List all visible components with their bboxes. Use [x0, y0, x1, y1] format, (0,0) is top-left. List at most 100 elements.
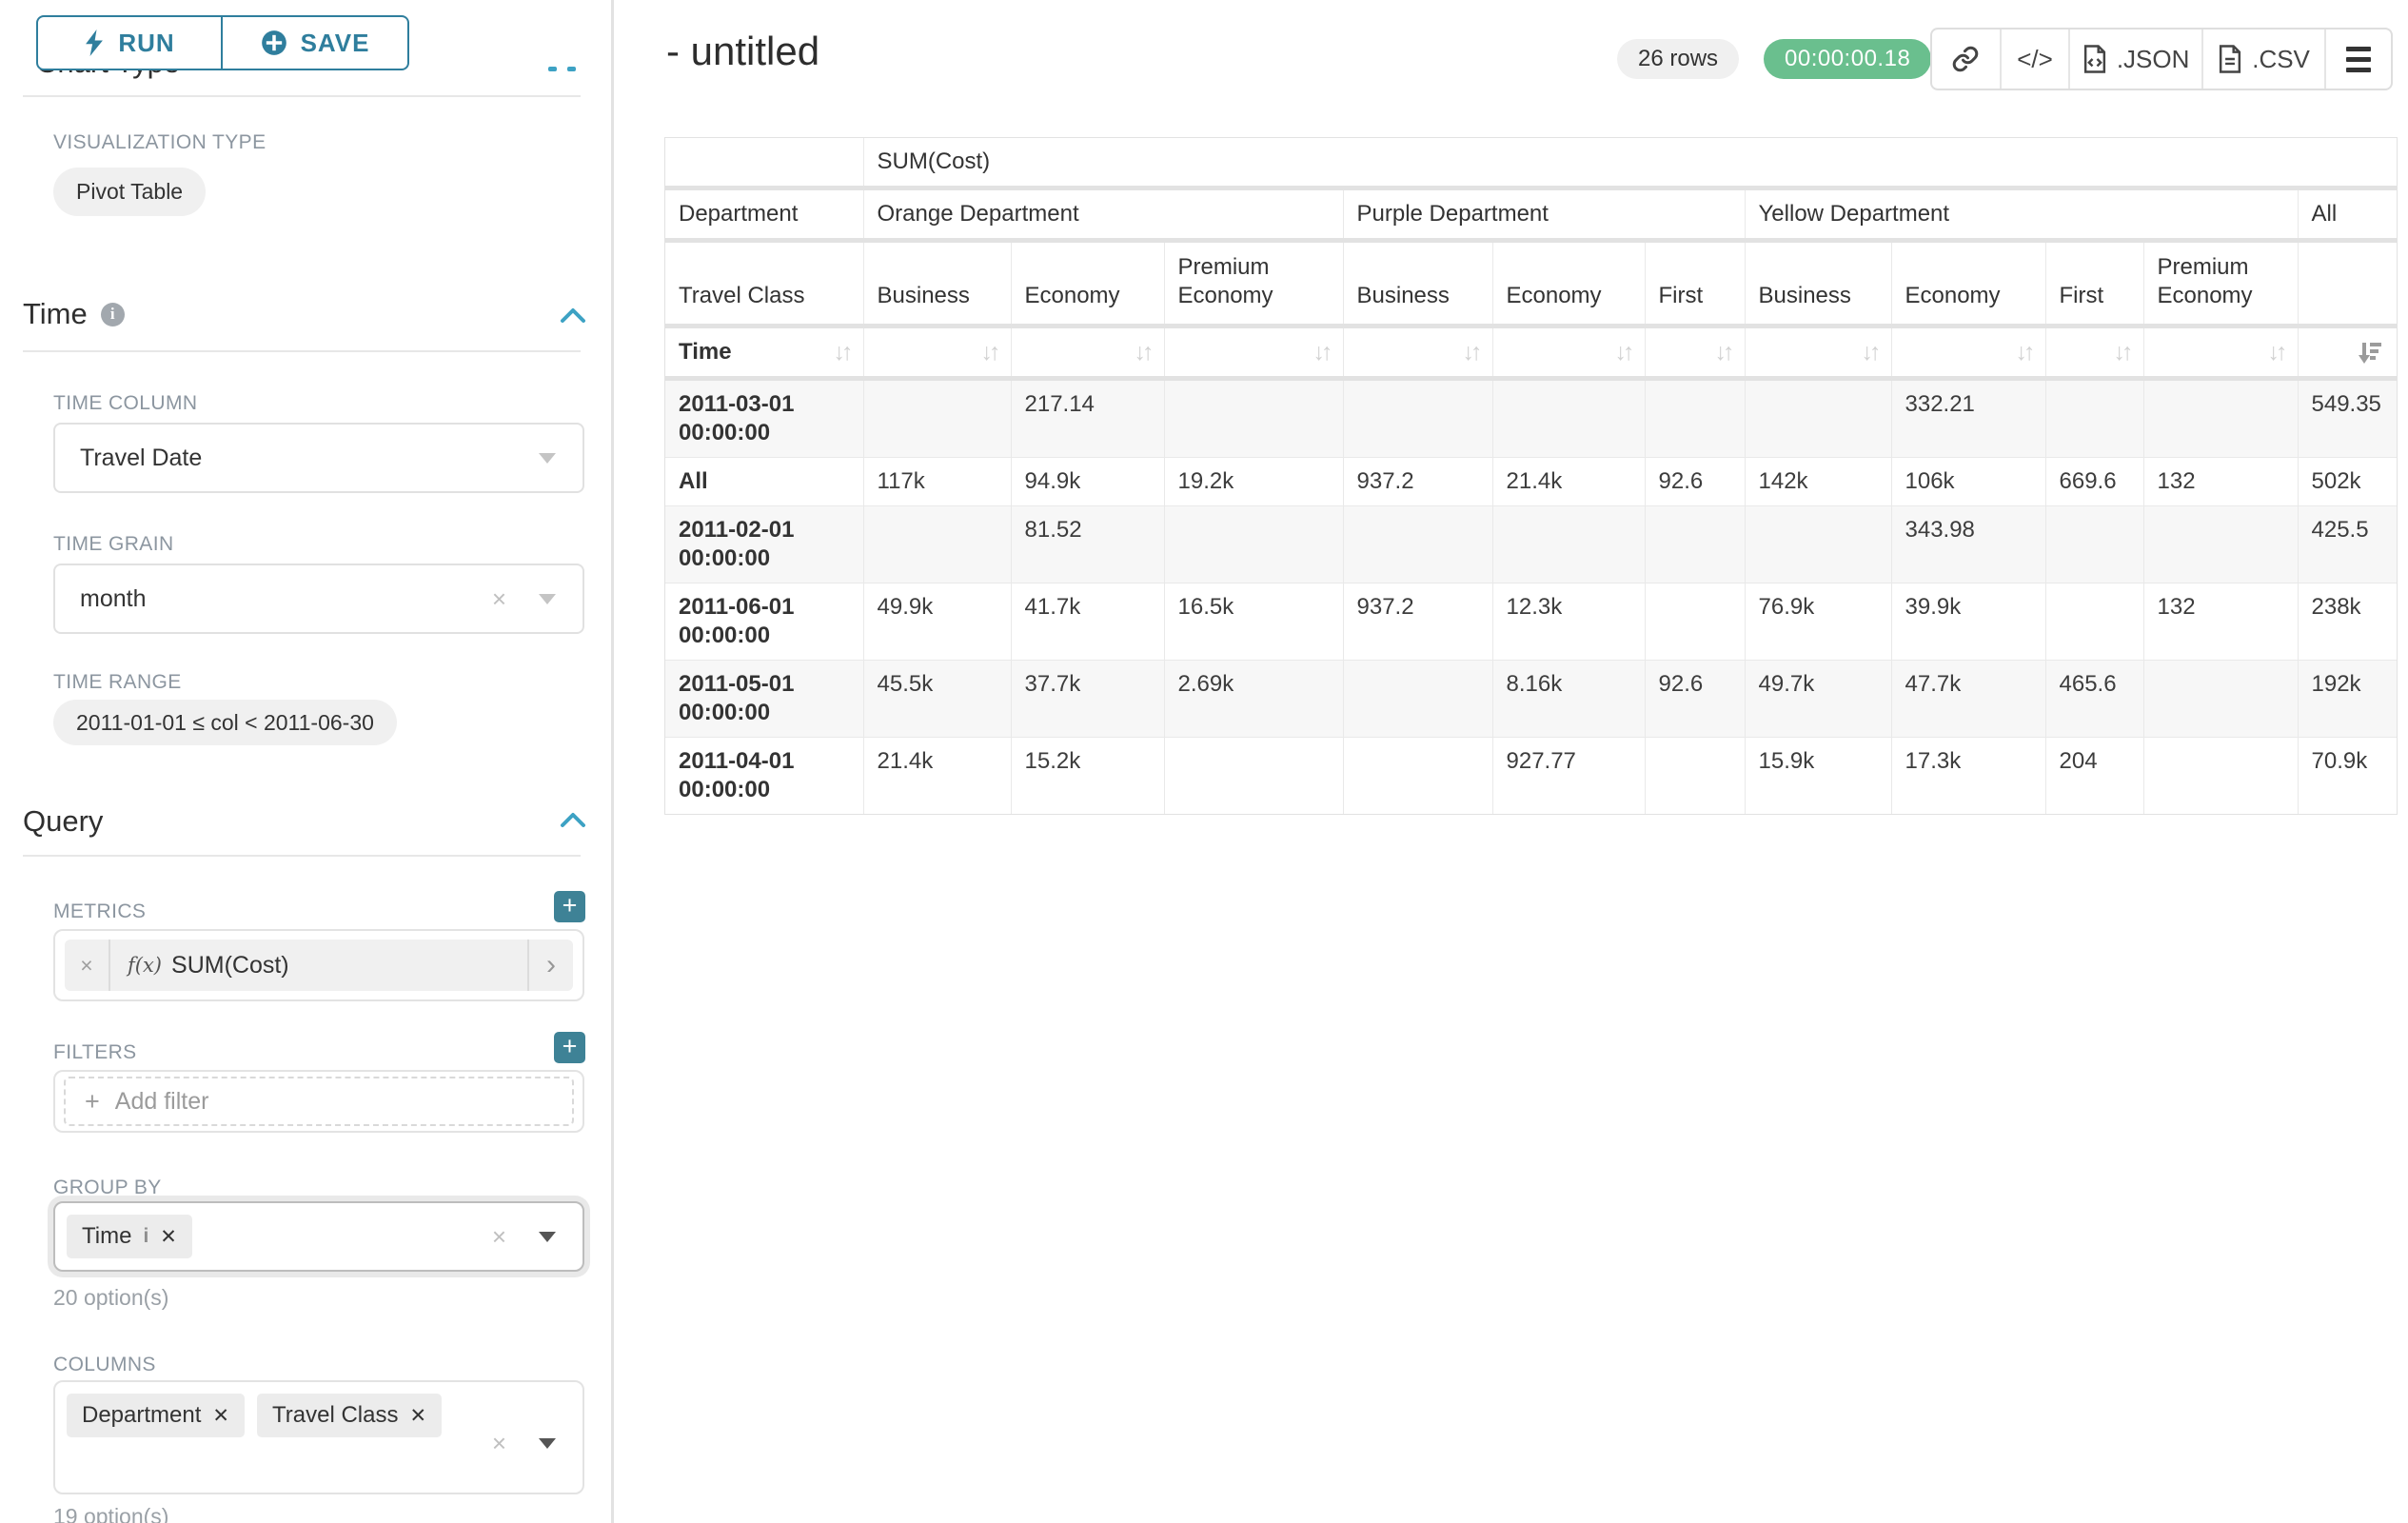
columns-select[interactable]: Department ✕ Travel Class ✕ × [53, 1380, 584, 1494]
pivot-value-cell: 142k [1745, 458, 1891, 506]
sort-cell[interactable]: ↓↑ [863, 326, 1011, 379]
time-sort-cell[interactable]: Time↓↑ [665, 326, 863, 379]
chevron-down-icon [539, 594, 556, 604]
columns-label: COLUMNS [53, 1354, 156, 1376]
run-button[interactable]: RUN [36, 15, 223, 70]
sort-icon[interactable]: ↓↑ [1463, 338, 1479, 366]
sort-icon[interactable]: ↓↑ [2268, 338, 2284, 366]
time-range-pill[interactable]: 2011-01-01 ≤ col < 2011-06-30 [53, 700, 397, 745]
remove-tag-icon[interactable]: ✕ [409, 1404, 426, 1428]
sort-cell[interactable]: ↓↑ [1645, 326, 1745, 379]
pivot-value-cell [2045, 583, 2143, 661]
copy-link-button[interactable] [1932, 30, 2002, 89]
pivot-value-cell [1645, 583, 1745, 661]
pivot-value-cell [1164, 506, 1343, 583]
columns-option-count: 19 option(s) [53, 1504, 168, 1523]
sort-cell[interactable]: ↓↑ [1745, 326, 1891, 379]
chevron-down-icon [539, 453, 556, 464]
add-filter-button[interactable]: + [554, 1032, 585, 1063]
remove-tag-icon[interactable]: ✕ [212, 1404, 229, 1428]
sort-cell[interactable]: ↓↑ [2143, 326, 2298, 379]
columns-tag-department[interactable]: Department ✕ [67, 1394, 245, 1437]
table-row: 2011-03-01 00:00:00217.14332.21549.35 [665, 379, 2397, 458]
remove-tag-icon[interactable]: ✕ [160, 1225, 177, 1249]
tag-label: Department [82, 1402, 201, 1429]
groupby-select[interactable]: Time i ✕ × [53, 1201, 584, 1272]
sort-cell[interactable]: ↓↑ [1343, 326, 1492, 379]
pivot-value-cell: 21.4k [863, 738, 1011, 815]
info-icon[interactable]: i [143, 1225, 148, 1248]
add-metric-button[interactable]: + [554, 891, 585, 922]
group-header-cell: Yellow Department [1745, 188, 2298, 241]
lightning-bolt-icon [84, 30, 105, 56]
sort-cell-active[interactable] [2298, 326, 2397, 379]
viz-type-pill[interactable]: Pivot Table [53, 168, 206, 216]
chevron-up-icon [548, 67, 557, 71]
pivot-value-cell [1492, 379, 1645, 458]
sort-cell[interactable]: ↓↑ [1492, 326, 1645, 379]
clear-icon[interactable]: × [492, 586, 506, 611]
add-filter-dropzone[interactable]: + Add filter [64, 1077, 574, 1126]
metric-pill[interactable]: × f(x) SUM(Cost) › [65, 940, 573, 991]
metric-header-cell: SUM(Cost) [863, 138, 2397, 188]
sort-cell[interactable]: ↓↑ [2045, 326, 2143, 379]
chevron-right-icon[interactable]: › [527, 940, 573, 991]
time-column-label: TIME COLUMN [53, 392, 197, 415]
columns-tag-travel-class[interactable]: Travel Class ✕ [257, 1394, 442, 1437]
time-range-label: TIME RANGE [53, 671, 182, 694]
pivot-value-cell: 332.21 [1891, 379, 2045, 458]
class-header-cell: Economy [1011, 241, 1164, 326]
sort-icon[interactable]: ↓↑ [2114, 338, 2130, 366]
clear-icon[interactable]: × [492, 1224, 506, 1249]
query-section-title: Query [23, 804, 103, 839]
info-icon[interactable]: i [101, 303, 125, 326]
pivot-value-cell: 15.2k [1011, 738, 1164, 815]
more-options-button[interactable] [2326, 30, 2391, 89]
divider [23, 350, 581, 352]
pivot-value-cell: 94.9k [1011, 458, 1164, 506]
sort-descending-active-icon[interactable] [2359, 340, 2383, 365]
sort-icon[interactable]: ↓↑ [1313, 338, 1330, 366]
save-button[interactable]: SAVE [223, 15, 409, 70]
metric-header-row: SUM(Cost) [665, 138, 2397, 188]
sort-icon[interactable]: ↓↑ [1862, 338, 1878, 366]
plus-circle-icon [261, 30, 287, 56]
sort-icon[interactable]: ↓↑ [1715, 338, 1731, 366]
sort-icon[interactable]: ↓↑ [2016, 338, 2032, 366]
groupby-tag-time[interactable]: Time i ✕ [67, 1215, 192, 1258]
pivot-value-cell [1492, 506, 1645, 583]
view-query-button[interactable]: </> [2002, 30, 2071, 89]
time-grain-select[interactable]: month × [53, 564, 584, 634]
export-csv-button[interactable]: .CSV [2203, 30, 2326, 89]
export-toolbar: </> .JSON .CSV [1930, 28, 2393, 90]
row-label-cell: 2011-05-01 00:00:00 [665, 661, 863, 738]
pivot-value-cell: 937.2 [1343, 583, 1492, 661]
class-header-cell: First [2045, 241, 2143, 326]
class-header-cell: Premium Economy [1164, 241, 1343, 326]
sort-cell[interactable]: ↓↑ [1164, 326, 1343, 379]
run-save-button-group: RUN SAVE [36, 15, 409, 70]
filters-label: FILTERS [53, 1041, 137, 1064]
sort-cell[interactable]: ↓↑ [1011, 326, 1164, 379]
chart-title[interactable]: - untitled [666, 29, 819, 74]
remove-metric-icon[interactable]: × [65, 940, 110, 991]
sort-icon[interactable]: ↓↑ [1615, 338, 1631, 366]
sort-icon[interactable]: ↓↑ [834, 338, 850, 366]
time-column-select[interactable]: Travel Date [53, 423, 584, 493]
pivot-value-cell: 47.7k [1891, 661, 2045, 738]
pivot-value-cell: 49.7k [1745, 661, 1891, 738]
sort-icon[interactable]: ↓↑ [981, 338, 997, 366]
sort-cell[interactable]: ↓↑ [1891, 326, 2045, 379]
row-label-cell: 2011-04-01 00:00:00 [665, 738, 863, 815]
pivot-value-cell [1164, 738, 1343, 815]
export-json-button[interactable]: .JSON [2070, 30, 2202, 89]
collapse-chevron-icon[interactable] [560, 307, 586, 324]
pivot-value-cell: 204 [2045, 738, 2143, 815]
groupby-option-count: 20 option(s) [53, 1285, 168, 1311]
collapse-chevron-icon[interactable] [560, 811, 586, 828]
clear-icon[interactable]: × [492, 1431, 506, 1455]
class-header-cell: First [1645, 241, 1745, 326]
pivot-table: SUM(Cost) Department Orange Department P… [665, 138, 2397, 814]
sort-icon[interactable]: ↓↑ [1135, 338, 1151, 366]
row-label-cell: All [665, 458, 863, 506]
